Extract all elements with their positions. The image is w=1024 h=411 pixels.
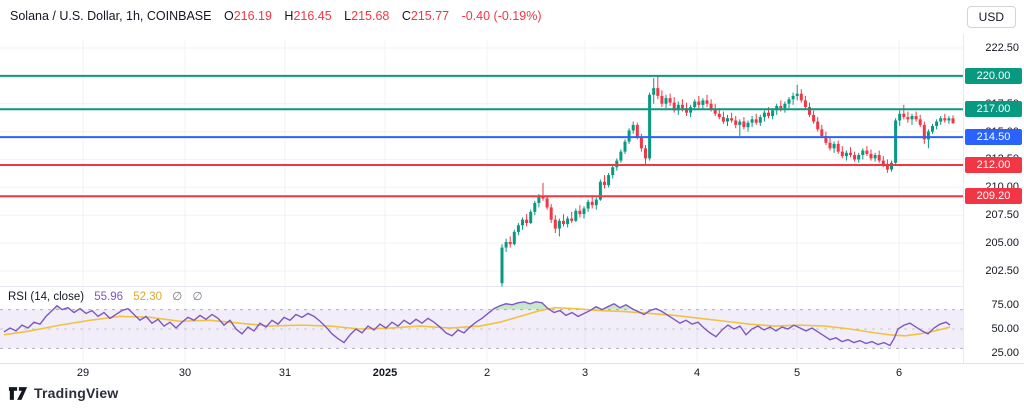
ohlc-open: O216.19 — [223, 9, 272, 23]
price-tick-207.50: 207.50 — [985, 209, 1019, 222]
vertical-gridlines — [82, 40, 900, 362]
symbol-legend[interactable]: Solana / U.S. Dollar, 1h, COINBASE O216.… — [10, 9, 542, 23]
time-label-29: 29 — [76, 367, 90, 379]
price-change: -0.40 (-0.19%) — [461, 9, 542, 23]
symbol-title: Solana / U.S. Dollar, 1h, COINBASE — [10, 9, 212, 23]
ohlc-high: H216.45 — [284, 9, 332, 23]
price-level-badge-220.00[interactable]: 220.00 — [965, 67, 1022, 84]
price-tick-202.50: 202.50 — [985, 264, 1019, 277]
price-level-badge-209.20[interactable]: 209.20 — [965, 188, 1022, 205]
rsi-value: 55.96 — [94, 291, 124, 303]
time-label-4: 4 — [693, 367, 701, 379]
price-level-badge-212.00[interactable]: 212.00 — [965, 157, 1022, 174]
tradingview-logo-icon — [8, 386, 28, 400]
time-label-5: 5 — [793, 367, 801, 379]
time-label-2: 2 — [483, 367, 491, 379]
price-level-badge-217.00[interactable]: 217.00 — [965, 101, 1022, 118]
ohlc-close: C215.77 — [401, 9, 450, 23]
time-axis[interactable]: 29 30 31 2025 2 3 4 5 6 — [0, 363, 1024, 381]
rsi-legend[interactable]: RSI (14, close) 55.96 52.30 ∅ ∅ — [8, 289, 203, 303]
chart-canvas[interactable] — [0, 0, 963, 363]
rsi-ma-value: 52.30 — [133, 291, 163, 303]
time-label-3: 3 — [581, 367, 589, 379]
time-label-6: 6 — [895, 367, 903, 379]
rsi-tick-75.00: 75.00 — [991, 298, 1019, 311]
chart-header: Solana / U.S. Dollar, 1h, COINBASE O216.… — [0, 0, 1024, 34]
rsi-tick-50.00: 50.00 — [991, 323, 1019, 335]
rsi-title: RSI (14, close) — [8, 291, 85, 303]
rsi-ma-line — [3, 306, 951, 337]
brand-name: TradingView — [34, 385, 119, 401]
price-tick-222.50: 222.50 — [985, 41, 1019, 54]
rsi-empty-value-1: ∅ — [172, 291, 183, 303]
price-axis[interactable]: 222.50220.00217.50215.00212.50210.00207.… — [963, 34, 1024, 363]
ohlc-low: L215.68 — [344, 9, 390, 23]
time-label-31: 31 — [278, 367, 292, 379]
candlestick-series — [500, 75, 955, 287]
price-tick-205.00: 205.00 — [985, 237, 1019, 250]
rsi-line — [3, 301, 951, 347]
footer: TradingView — [8, 383, 118, 403]
rsi-empty-value-2: ∅ — [192, 291, 203, 303]
time-label-30: 30 — [178, 367, 192, 379]
rsi-tick-25.00: 25.00 — [991, 347, 1019, 360]
time-label-2025: 2025 — [372, 367, 398, 379]
currency-toggle-button[interactable]: USD — [966, 6, 1016, 28]
horizontal-gridlines — [0, 47, 963, 272]
price-level-lines[interactable] — [0, 74, 963, 198]
price-level-badge-214.50[interactable]: 214.50 — [965, 129, 1022, 146]
